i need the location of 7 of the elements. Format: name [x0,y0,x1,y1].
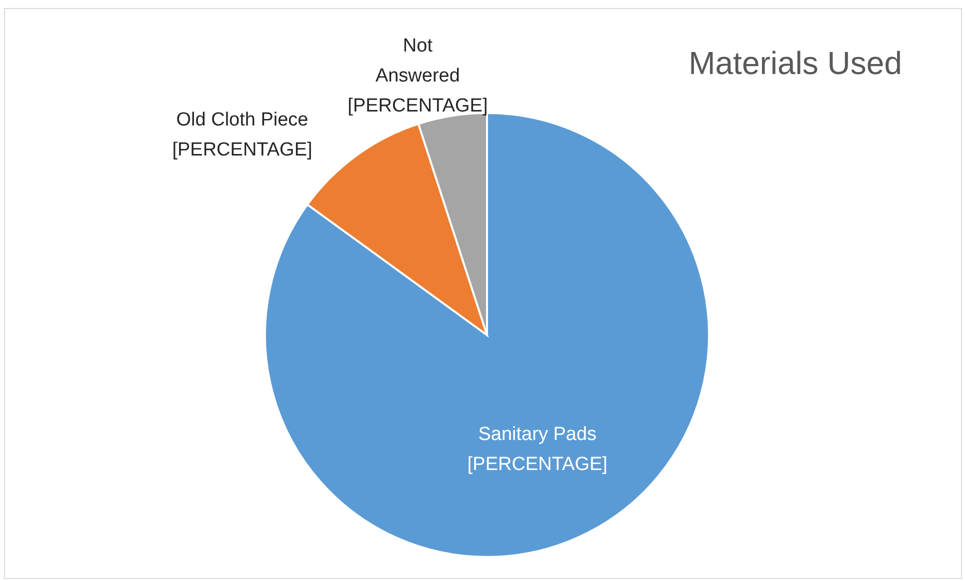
data-label: [PERCENTAGE] [348,96,488,117]
data-label: [PERCENTAGE] [172,139,312,160]
slice-label: Not Answered [375,36,460,87]
slice-label: Old Cloth Piece [176,109,308,130]
slice-label: Sanitary Pads [478,424,597,445]
data-label: [PERCENTAGE] [467,454,608,475]
text: Materials Used [688,45,902,81]
